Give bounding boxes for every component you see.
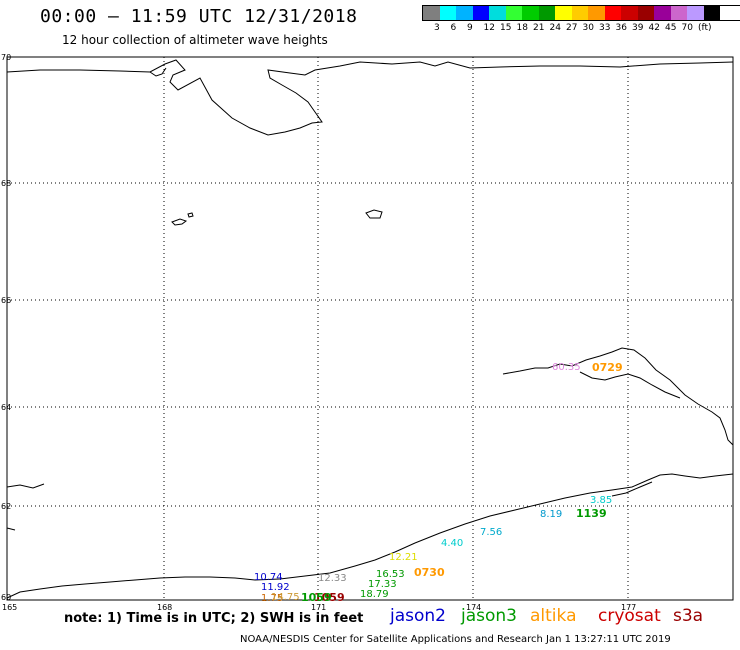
obs-value: 14.75: [271, 592, 300, 603]
island-st-lawrence: [365, 209, 383, 219]
pass-time: 1139: [576, 507, 607, 520]
legend-jason3: jason3: [461, 606, 517, 626]
pass-time: 1059: [301, 591, 332, 604]
colorbar-swatch: [637, 6, 654, 20]
lat-label-66: 66: [1, 296, 11, 305]
chart-title: 00:00 – 11:59 UTC 12/31/2018: [40, 6, 358, 27]
colorbar-swatch: [489, 6, 506, 20]
obs-value: 12.21: [389, 552, 418, 563]
colorbar-label: (ft): [698, 23, 712, 33]
coastline: [6, 59, 734, 599]
coastline-arctic-north: [6, 59, 734, 136]
colorbar-label: 36: [615, 23, 627, 33]
pass-time: 1059: [314, 591, 345, 604]
colorbar-swatch: [423, 6, 440, 20]
obs-value: 11.92: [261, 582, 290, 593]
obs-value: 3.85: [590, 495, 612, 506]
colorbar: 3 6 9 12 15 18 21 24 27 30 33 36 39 42 45 70 (ft): [422, 5, 740, 35]
wave-observations: 10.74 11.92 12.33 12.21 16.53 17.33 18.7…: [254, 362, 612, 604]
lon-label-174: 174: [466, 603, 481, 612]
colorbar-swatch: [505, 6, 522, 20]
coastline-mainland-west-2: [6, 527, 16, 531]
map-frame: [6, 56, 734, 601]
obs-value: 1.75: [261, 593, 283, 604]
lat-label-64: 64: [1, 403, 11, 412]
colorbar-label: 45: [665, 23, 677, 33]
colorbar-swatch: [687, 6, 704, 20]
lat-label-70: 70: [1, 53, 11, 62]
island-small-2: [187, 212, 194, 218]
coastline-mainland-west: [6, 483, 45, 489]
island-small-1: [171, 218, 188, 226]
obs-value: 4.40: [441, 538, 463, 549]
obs-value: 10.74: [254, 572, 283, 583]
colorbar-label: 39: [632, 23, 644, 33]
obs-value: 12.33: [318, 573, 347, 584]
obs-value: 60.35: [552, 362, 581, 373]
colorbar-swatch: [538, 6, 555, 20]
colorbar-label: 12: [483, 23, 495, 33]
obs-value: 8.19: [540, 509, 562, 520]
colorbar-swatch: [456, 6, 473, 20]
colorbar-swatch: [571, 6, 588, 20]
pass-time: 0729: [592, 361, 623, 374]
colorbar-label: 33: [599, 23, 611, 33]
coastline-south-inner: [611, 481, 653, 497]
colorbar-label: 42: [648, 23, 660, 33]
colorbar-label: 18: [516, 23, 528, 33]
lon-label-171: 171: [311, 603, 326, 612]
colorbar-swatch: [703, 6, 720, 20]
chart-subtitle: 12 hour collection of altimeter wave hei…: [62, 33, 328, 47]
colorbar-swatch: [472, 6, 489, 20]
note-text: note: 1) Time is in UTC; 2) SWH is in fe…: [64, 611, 364, 626]
colorbar-label: 70: [681, 23, 693, 33]
colorbar-swatch: [670, 6, 687, 20]
lon-label-165: 165: [2, 603, 17, 612]
colorbar-label: 21: [533, 23, 545, 33]
colorbar-swatch: [555, 6, 572, 20]
colorbar-swatch: [522, 6, 539, 20]
legend-s3a: s3a: [673, 606, 704, 626]
obs-value: 7.56: [480, 527, 502, 538]
coastline-south: [6, 473, 734, 599]
colorbar-label: 9: [467, 23, 473, 33]
colorbar-swatch: [439, 6, 456, 20]
colorbar-label: 3: [434, 23, 440, 33]
lat-label-68: 68: [1, 179, 11, 188]
coastline-seward-peninsula: [502, 347, 734, 446]
colorbar-label: 15: [500, 23, 512, 33]
colorbar-swatch: [654, 6, 671, 20]
pass-times: 0730 1139 0729 1059 1059: [301, 361, 623, 604]
lon-label-177: 177: [621, 603, 636, 612]
colorbar-label: 27: [566, 23, 578, 33]
colorbar-label: 6: [450, 23, 457, 33]
obs-value: 17.33: [368, 579, 397, 590]
latitude-labels: 70 68 66 64 62 60: [1, 53, 11, 602]
colorbar-labels: 3 6 9 12 15 18 21 24 27 30 33 36 39 42 45 70 (ft): [422, 21, 740, 35]
colorbar-label: 30: [582, 23, 594, 33]
colorbar-swatches: [422, 5, 740, 21]
legend-jason2: jason2: [390, 606, 446, 626]
obs-value: 18.79: [360, 589, 389, 600]
colorbar-swatch: [604, 6, 621, 20]
colorbar-swatch: [588, 6, 605, 20]
footer-credit: NOAA/NESDIS Center for Satellite Applica…: [240, 634, 671, 645]
coastline-arctic-bay: [149, 67, 167, 77]
lat-label-60: 60: [1, 593, 11, 602]
coastline-seward-south: [579, 371, 681, 399]
lat-label-62: 62: [1, 502, 11, 511]
longitude-labels: 165 168 171 174 177: [2, 603, 636, 612]
graticule: [7, 57, 733, 600]
legend-cryosat: cryosat: [598, 606, 661, 626]
lon-label-168: 168: [157, 603, 172, 612]
colorbar-swatch: [621, 6, 638, 20]
colorbar-label: 24: [549, 23, 561, 33]
obs-value: 16.53: [376, 569, 405, 580]
legend-altika: altika: [530, 606, 577, 626]
pass-time: 0730: [414, 566, 445, 579]
